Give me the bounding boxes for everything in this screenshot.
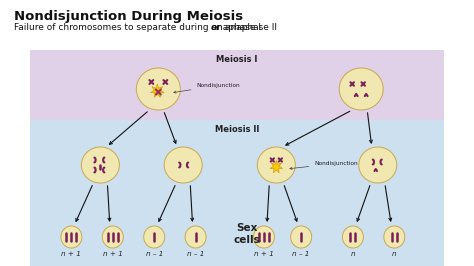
Ellipse shape (254, 226, 274, 248)
Text: n – 1: n – 1 (187, 251, 204, 257)
Ellipse shape (185, 226, 206, 248)
Text: anaphase II: anaphase II (222, 23, 277, 32)
Text: Sex
cells: Sex cells (234, 223, 260, 245)
Ellipse shape (102, 226, 123, 248)
Ellipse shape (291, 226, 312, 248)
Polygon shape (270, 160, 283, 173)
Ellipse shape (257, 147, 295, 183)
Text: Nondisjunction During Meiosis: Nondisjunction During Meiosis (14, 10, 243, 23)
Text: Meiosis I: Meiosis I (216, 55, 258, 64)
Ellipse shape (137, 68, 180, 110)
Text: or: or (211, 23, 222, 32)
Text: Failure of chromosomes to separate during anaphase I: Failure of chromosomes to separate durin… (14, 23, 264, 32)
Text: Nondisjunction: Nondisjunction (290, 161, 358, 169)
Text: n + 1: n + 1 (254, 251, 274, 257)
Text: n – 1: n – 1 (146, 251, 163, 257)
Ellipse shape (359, 147, 397, 183)
Polygon shape (151, 84, 164, 97)
Ellipse shape (144, 226, 164, 248)
Text: n: n (351, 251, 355, 257)
Ellipse shape (342, 226, 364, 248)
Text: n: n (392, 251, 397, 257)
Text: n + 1: n + 1 (103, 251, 123, 257)
Text: n – 1: n – 1 (292, 251, 310, 257)
Text: Meiosis II: Meiosis II (215, 125, 259, 134)
Ellipse shape (384, 226, 405, 248)
Text: n + 1: n + 1 (62, 251, 82, 257)
Ellipse shape (164, 147, 202, 183)
Ellipse shape (61, 226, 82, 248)
Text: Nondisjunction: Nondisjunction (174, 83, 240, 93)
Ellipse shape (339, 68, 383, 110)
Ellipse shape (82, 147, 119, 183)
Bar (30, 120, 444, 266)
Bar (30, 50, 444, 120)
